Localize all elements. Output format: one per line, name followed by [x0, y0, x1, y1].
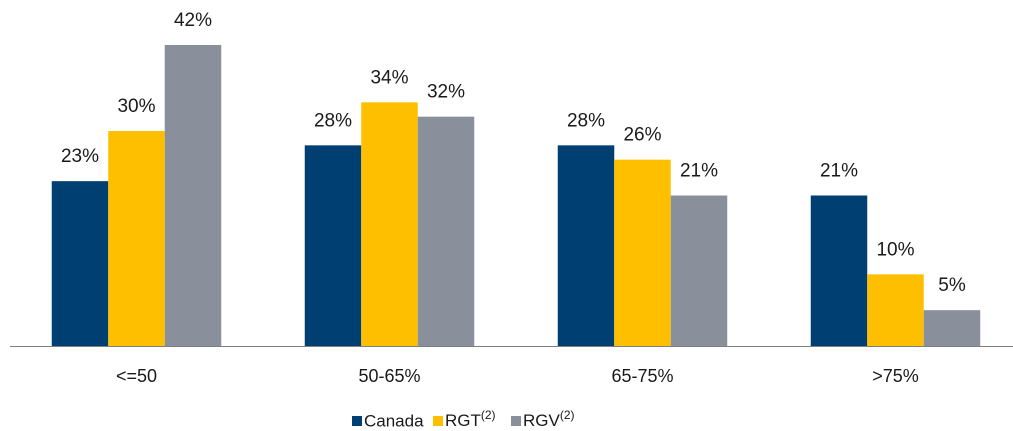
bar: [108, 131, 165, 346]
bar: [670, 195, 728, 346]
value-label: 32%: [427, 82, 465, 103]
bar: [361, 102, 418, 346]
legend-label: RGV(2): [523, 408, 575, 430]
value-label: 5%: [938, 275, 966, 296]
legend-swatch: [352, 416, 362, 426]
bar: [417, 116, 475, 347]
value-label: 10%: [876, 239, 914, 260]
bar: [867, 274, 924, 346]
legend-label: Canada: [364, 411, 424, 430]
bar: [923, 310, 981, 346]
value-label: 34%: [370, 67, 408, 88]
legend-swatch: [433, 416, 443, 426]
bar: [51, 181, 109, 346]
x-tick-label: 65-75%: [611, 366, 673, 386]
x-tick-label: >75%: [872, 366, 919, 386]
value-label: 23%: [61, 146, 99, 167]
value-label: 28%: [567, 110, 605, 131]
bar: [304, 145, 362, 346]
legend-label: RGT(2): [445, 408, 496, 430]
value-label: 28%: [314, 110, 352, 131]
value-label: 26%: [623, 125, 661, 146]
x-tick-label: 50-65%: [358, 366, 420, 386]
bar: [614, 159, 671, 346]
value-label: 42%: [174, 10, 212, 31]
legend-swatch: [511, 416, 521, 426]
value-label: 30%: [117, 96, 155, 117]
value-label: 21%: [820, 161, 858, 182]
value-label: 21%: [680, 161, 718, 182]
bar: [810, 195, 868, 346]
bar: [557, 145, 615, 346]
x-tick-label: <=50: [116, 366, 157, 386]
bar: [164, 45, 222, 346]
